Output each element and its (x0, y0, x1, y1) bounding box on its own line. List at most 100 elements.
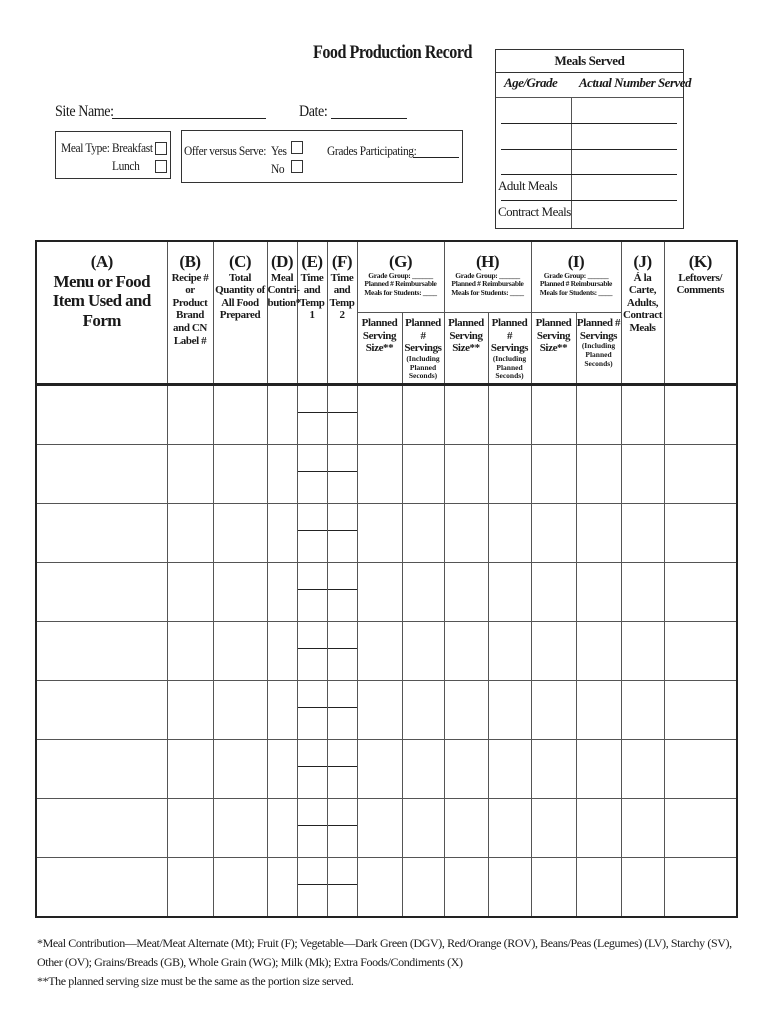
cell-b[interactable] (166, 383, 214, 445)
cell-i1[interactable] (530, 798, 577, 858)
cell-i1[interactable] (530, 383, 577, 445)
cell-d[interactable] (266, 798, 298, 858)
cell-k[interactable] (663, 798, 738, 858)
yes-checkbox[interactable] (291, 141, 303, 154)
date-field[interactable] (331, 118, 407, 119)
cell-j[interactable] (620, 503, 665, 563)
cell-i2[interactable] (575, 444, 622, 504)
cell-b[interactable] (166, 503, 214, 563)
cell-g1[interactable] (356, 444, 403, 504)
cell-h1[interactable] (443, 621, 489, 681)
cell-b[interactable] (166, 798, 214, 858)
cell-a[interactable] (35, 562, 168, 622)
cell-g2[interactable] (401, 680, 445, 740)
cell-i2[interactable] (575, 739, 622, 799)
no-checkbox[interactable] (291, 160, 303, 173)
cell-i2[interactable] (575, 562, 622, 622)
cell-a[interactable] (35, 383, 168, 445)
cell-d[interactable] (266, 739, 298, 799)
cell-h2[interactable] (487, 444, 532, 504)
cell-k[interactable] (663, 503, 738, 563)
cell-i1[interactable] (530, 621, 577, 681)
grades-participating-field[interactable] (413, 157, 459, 158)
cell-j[interactable] (620, 444, 665, 504)
cell-d[interactable] (266, 562, 298, 622)
cell-g2[interactable] (401, 562, 445, 622)
cell-c[interactable] (212, 444, 268, 504)
cell-b[interactable] (166, 562, 214, 622)
cell-h1[interactable] (443, 857, 489, 918)
cell-f[interactable] (326, 444, 358, 504)
cell-g2[interactable] (401, 503, 445, 563)
cell-i2[interactable] (575, 383, 622, 445)
cell-i1[interactable] (530, 503, 577, 563)
cell-f[interactable] (326, 503, 358, 563)
cell-a[interactable] (35, 680, 168, 740)
cell-a[interactable] (35, 739, 168, 799)
cell-g2[interactable] (401, 621, 445, 681)
cell-i2[interactable] (575, 857, 622, 918)
cell-h2[interactable] (487, 739, 532, 799)
cell-i2[interactable] (575, 621, 622, 681)
cell-i1[interactable] (530, 857, 577, 918)
cell-e[interactable] (296, 444, 328, 504)
cell-a[interactable] (35, 444, 168, 504)
cell-a[interactable] (35, 857, 168, 918)
cell-h2[interactable] (487, 857, 532, 918)
cell-h2[interactable] (487, 621, 532, 681)
cell-c[interactable] (212, 503, 268, 563)
cell-k[interactable] (663, 383, 738, 445)
cell-j[interactable] (620, 857, 665, 918)
cell-g1[interactable] (356, 621, 403, 681)
cell-j[interactable] (620, 798, 665, 858)
cell-g1[interactable] (356, 798, 403, 858)
cell-h2[interactable] (487, 383, 532, 445)
cell-k[interactable] (663, 857, 738, 918)
cell-k[interactable] (663, 562, 738, 622)
cell-g2[interactable] (401, 444, 445, 504)
cell-e[interactable] (296, 857, 328, 918)
cell-k[interactable] (663, 621, 738, 681)
cell-i1[interactable] (530, 562, 577, 622)
cell-d[interactable] (266, 383, 298, 445)
cell-i1[interactable] (530, 739, 577, 799)
cell-e[interactable] (296, 798, 328, 858)
cell-f[interactable] (326, 857, 358, 918)
cell-a[interactable] (35, 503, 168, 563)
cell-j[interactable] (620, 739, 665, 799)
cell-b[interactable] (166, 739, 214, 799)
cell-c[interactable] (212, 621, 268, 681)
cell-e[interactable] (296, 621, 328, 681)
cell-h1[interactable] (443, 383, 489, 445)
cell-h1[interactable] (443, 444, 489, 504)
cell-h1[interactable] (443, 680, 489, 740)
cell-b[interactable] (166, 444, 214, 504)
site-name-field[interactable] (112, 118, 266, 119)
cell-c[interactable] (212, 680, 268, 740)
breakfast-checkbox[interactable] (155, 142, 167, 155)
cell-a[interactable] (35, 621, 168, 681)
cell-d[interactable] (266, 621, 298, 681)
cell-g2[interactable] (401, 857, 445, 918)
cell-b[interactable] (166, 680, 214, 740)
cell-e[interactable] (296, 503, 328, 563)
cell-f[interactable] (326, 739, 358, 799)
cell-i2[interactable] (575, 798, 622, 858)
cell-i2[interactable] (575, 680, 622, 740)
cell-h2[interactable] (487, 680, 532, 740)
cell-c[interactable] (212, 857, 268, 918)
cell-j[interactable] (620, 680, 665, 740)
cell-i1[interactable] (530, 444, 577, 504)
cell-k[interactable] (663, 739, 738, 799)
cell-f[interactable] (326, 621, 358, 681)
cell-c[interactable] (212, 383, 268, 445)
cell-c[interactable] (212, 798, 268, 858)
cell-g2[interactable] (401, 739, 445, 799)
cell-h1[interactable] (443, 503, 489, 563)
cell-d[interactable] (266, 503, 298, 563)
cell-e[interactable] (296, 562, 328, 622)
cell-d[interactable] (266, 680, 298, 740)
cell-h2[interactable] (487, 503, 532, 563)
cell-e[interactable] (296, 383, 328, 445)
cell-g2[interactable] (401, 798, 445, 858)
